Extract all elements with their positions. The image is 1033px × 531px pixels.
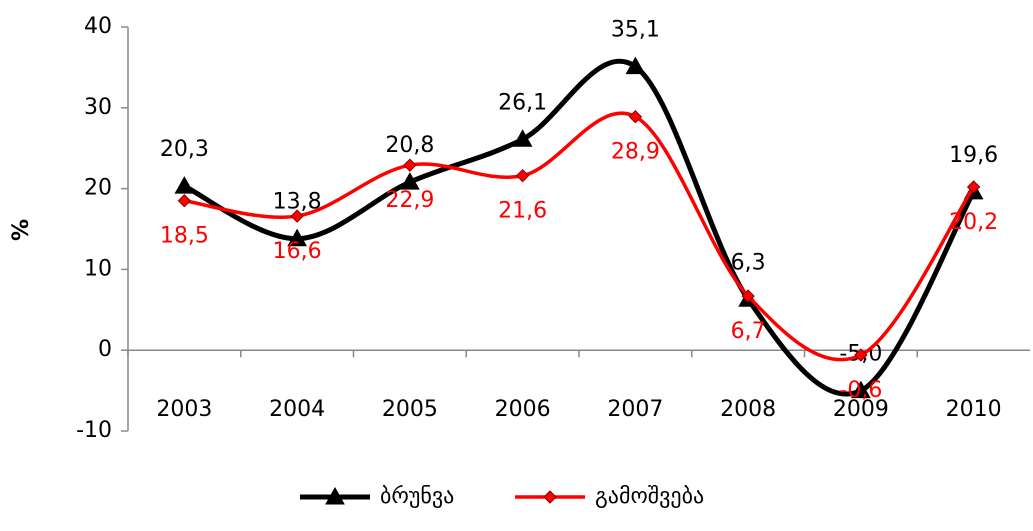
point-marker xyxy=(966,180,981,194)
legend-marker xyxy=(325,486,345,505)
x-tick-label: 2007 xyxy=(607,397,663,422)
data-label: 21,6 xyxy=(498,199,547,224)
x-tick-label: 2003 xyxy=(156,397,212,422)
legend-label: ბრუნვა xyxy=(380,484,454,509)
data-label: 18,5 xyxy=(160,224,209,249)
point-marker xyxy=(851,380,871,399)
x-tick-label: 2005 xyxy=(382,397,438,422)
legend-marker xyxy=(543,490,557,504)
point-marker xyxy=(177,194,192,208)
point-marker xyxy=(512,129,533,147)
y-tick-label: 20 xyxy=(84,176,112,201)
y-tick-label: 30 xyxy=(84,95,112,120)
y-tick-label: 40 xyxy=(84,14,112,39)
point-marker xyxy=(400,172,420,190)
data-label: 35,1 xyxy=(611,18,660,43)
data-label: 20,8 xyxy=(385,133,434,158)
data-label: 19,6 xyxy=(949,143,998,168)
point-marker xyxy=(741,289,755,303)
data-label: 6,7 xyxy=(731,319,766,344)
x-tick-label: 2010 xyxy=(946,397,1002,422)
y-tick-label: 10 xyxy=(84,256,112,281)
x-tick-label: 2004 xyxy=(269,397,325,422)
x-tick-label: 2008 xyxy=(720,397,776,422)
data-label: 26,1 xyxy=(498,90,547,115)
data-label: 28,9 xyxy=(611,140,660,165)
point-marker xyxy=(174,176,195,194)
data-label: 22,9 xyxy=(385,188,434,213)
data-label: 16,6 xyxy=(273,239,322,264)
legend-label: გამოშვება xyxy=(595,484,704,509)
y-tick-label: 0 xyxy=(98,337,112,362)
point-marker xyxy=(403,158,417,172)
point-marker xyxy=(290,209,304,223)
y-tick-label: -10 xyxy=(76,418,112,443)
data-label: -0,6 xyxy=(839,378,882,403)
point-marker xyxy=(515,168,530,183)
point-marker xyxy=(287,228,307,247)
data-label: 20,3 xyxy=(160,137,209,162)
point-marker xyxy=(854,348,868,362)
data-label: 6,3 xyxy=(731,250,766,275)
x-tick-label: 2009 xyxy=(833,397,889,422)
y-axis-label: % xyxy=(9,219,34,241)
data-label: 20,2 xyxy=(949,210,998,235)
x-tick-label: 2006 xyxy=(495,397,551,422)
point-marker xyxy=(625,56,646,75)
point-marker xyxy=(628,109,643,124)
